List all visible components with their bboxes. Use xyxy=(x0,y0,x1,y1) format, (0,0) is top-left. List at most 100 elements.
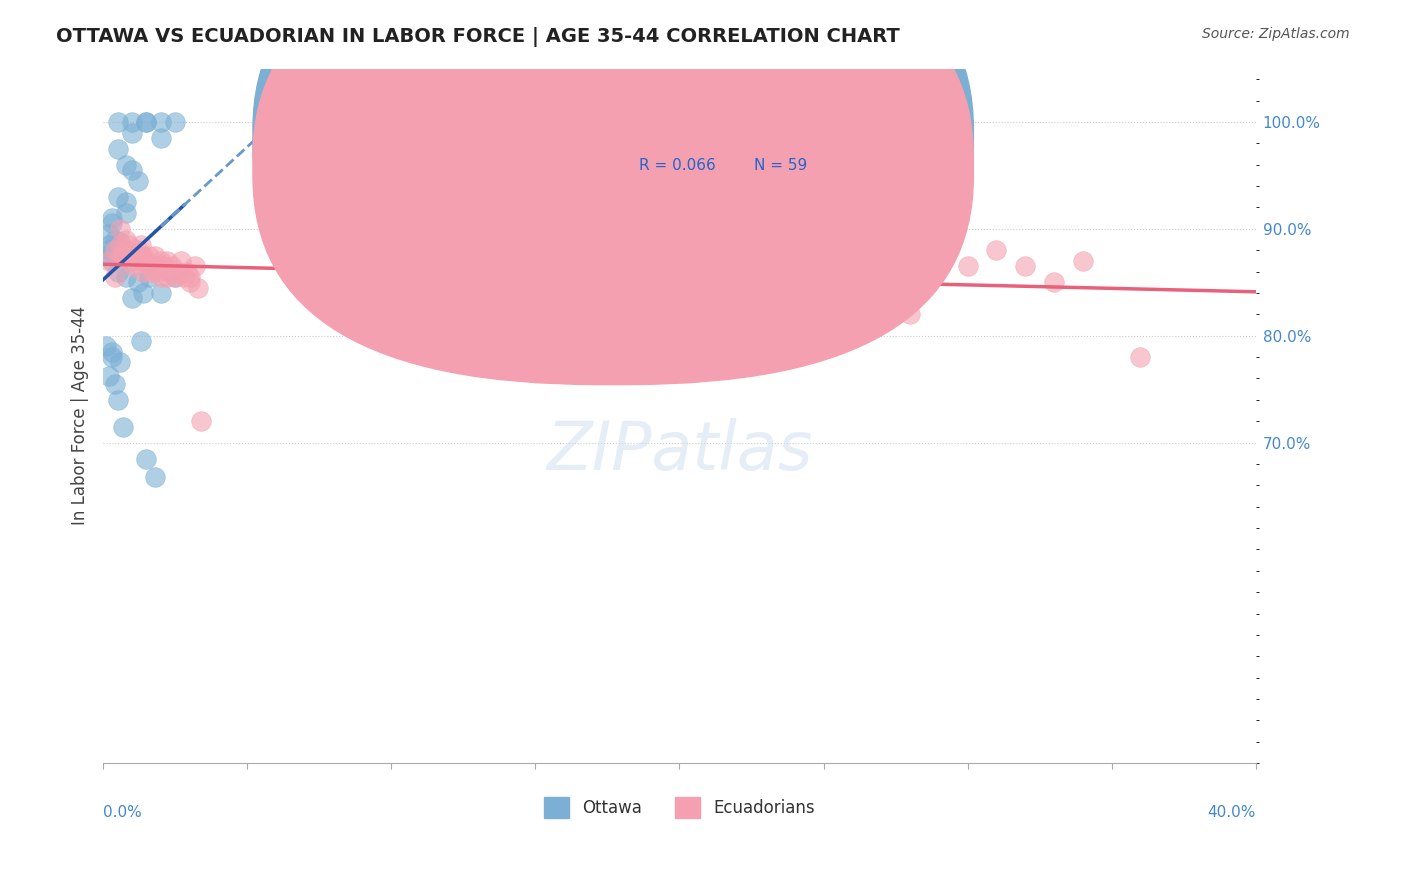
Ottawa xyxy=(132,285,155,300)
Ecuadorians xyxy=(143,259,166,273)
Ecuadorians xyxy=(112,243,135,257)
Ottawa xyxy=(112,419,135,434)
Ecuadorians xyxy=(173,269,195,284)
Ecuadorians xyxy=(155,253,177,268)
Ecuadorians xyxy=(127,243,149,257)
Ecuadorians xyxy=(118,253,141,268)
Ecuadorians xyxy=(783,264,806,278)
Ecuadorians xyxy=(870,264,893,278)
Ecuadorians xyxy=(110,222,132,236)
Ecuadorians xyxy=(149,253,172,268)
Ecuadorians xyxy=(104,243,127,257)
Ecuadorians xyxy=(184,259,207,273)
Text: N = 43: N = 43 xyxy=(755,130,807,145)
Ecuadorians xyxy=(110,237,132,252)
Ecuadorians xyxy=(121,248,143,262)
Text: ZIPatlas: ZIPatlas xyxy=(546,417,813,483)
Ecuadorians xyxy=(129,248,152,262)
Ecuadorians xyxy=(138,248,160,262)
Legend: Ottawa, Ecuadorians: Ottawa, Ecuadorians xyxy=(537,790,823,824)
Ecuadorians xyxy=(898,307,921,321)
Text: OTTAWA VS ECUADORIAN IN LABOR FORCE | AGE 35-44 CORRELATION CHART: OTTAWA VS ECUADORIAN IN LABOR FORCE | AG… xyxy=(56,27,900,46)
Ottawa xyxy=(143,469,166,483)
Ottawa xyxy=(121,291,143,305)
Ottawa xyxy=(135,115,157,129)
Ecuadorians xyxy=(725,248,748,262)
Ottawa xyxy=(115,195,138,210)
Ecuadorians xyxy=(1071,253,1094,268)
Ottawa xyxy=(107,115,129,129)
Ecuadorians xyxy=(127,253,149,268)
Ottawa xyxy=(104,376,127,391)
Ecuadorians xyxy=(986,243,1008,257)
Ottawa xyxy=(149,115,172,129)
Ecuadorians xyxy=(1129,350,1152,364)
Ecuadorians xyxy=(176,264,198,278)
Ecuadorians xyxy=(118,237,141,252)
Ottawa xyxy=(104,232,127,246)
Ecuadorians xyxy=(190,414,212,428)
Ottawa xyxy=(165,269,187,284)
Ecuadorians xyxy=(104,269,127,284)
Ottawa xyxy=(97,237,120,252)
Ottawa xyxy=(129,334,152,348)
Y-axis label: In Labor Force | Age 35-44: In Labor Force | Age 35-44 xyxy=(72,306,89,525)
Ecuadorians xyxy=(697,259,720,273)
Ecuadorians xyxy=(110,248,132,262)
Ottawa xyxy=(94,339,117,353)
FancyBboxPatch shape xyxy=(253,0,973,357)
Ecuadorians xyxy=(162,259,184,273)
Ecuadorians xyxy=(1014,259,1036,273)
Text: N = 59: N = 59 xyxy=(755,158,807,173)
Ecuadorians xyxy=(165,269,187,284)
Ecuadorians xyxy=(115,243,138,257)
Ecuadorians xyxy=(135,253,157,268)
Ottawa xyxy=(107,142,129,156)
Ecuadorians xyxy=(769,275,792,289)
Ecuadorians xyxy=(179,269,201,284)
Ottawa xyxy=(100,253,122,268)
Ottawa xyxy=(100,350,122,364)
Ecuadorians xyxy=(132,248,155,262)
Ecuadorians xyxy=(132,264,155,278)
Ottawa xyxy=(115,206,138,220)
Ottawa xyxy=(121,115,143,129)
Ecuadorians xyxy=(167,264,190,278)
Ecuadorians xyxy=(898,275,921,289)
Ecuadorians xyxy=(112,248,135,262)
Text: 0.0%: 0.0% xyxy=(103,805,142,820)
Ecuadorians xyxy=(157,264,180,278)
Ottawa xyxy=(127,275,149,289)
Ottawa xyxy=(149,285,172,300)
Ecuadorians xyxy=(668,328,690,343)
Ecuadorians xyxy=(956,259,979,273)
Ottawa xyxy=(121,163,143,178)
Text: R =  0.166: R = 0.166 xyxy=(640,130,721,145)
Ecuadorians xyxy=(146,264,169,278)
Ottawa xyxy=(100,344,122,359)
FancyBboxPatch shape xyxy=(253,0,973,384)
Ecuadorians xyxy=(179,275,201,289)
Ottawa xyxy=(107,392,129,407)
Ottawa xyxy=(110,355,132,369)
Ecuadorians xyxy=(187,280,209,294)
Ottawa xyxy=(94,248,117,262)
Ecuadorians xyxy=(155,269,177,284)
Ottawa xyxy=(165,115,187,129)
Ottawa xyxy=(127,174,149,188)
Ottawa xyxy=(110,235,132,249)
Ottawa xyxy=(121,126,143,140)
Ottawa xyxy=(100,217,122,231)
Ottawa xyxy=(107,264,129,278)
Text: Source: ZipAtlas.com: Source: ZipAtlas.com xyxy=(1202,27,1350,41)
Ottawa xyxy=(149,131,172,145)
Ottawa xyxy=(97,243,120,257)
Ottawa xyxy=(138,269,160,284)
Ottawa xyxy=(135,115,157,129)
Ecuadorians xyxy=(149,269,172,284)
Ecuadorians xyxy=(121,259,143,273)
Ecuadorians xyxy=(115,232,138,246)
Ottawa xyxy=(100,211,122,226)
Ottawa xyxy=(107,190,129,204)
Ecuadorians xyxy=(1043,275,1066,289)
